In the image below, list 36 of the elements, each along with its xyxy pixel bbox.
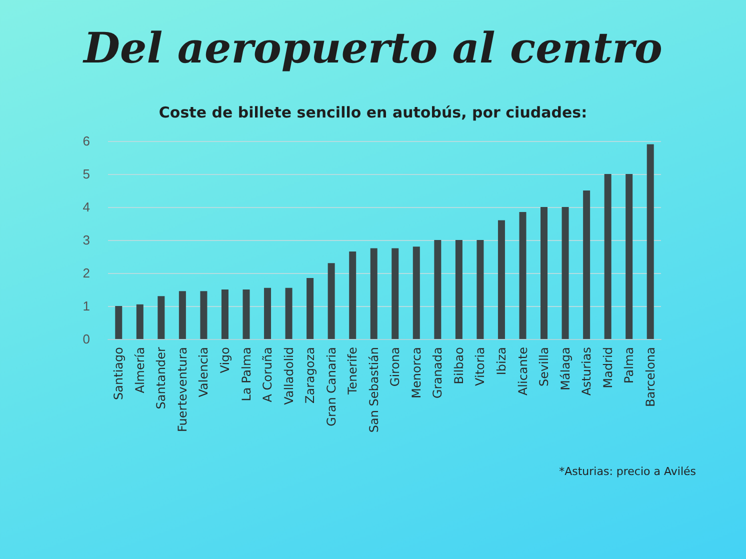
- chart-title: Del aeropuerto al centro: [82, 24, 662, 72]
- chart-subtitle: Coste de billete sencillo en autobús, por ciudades:: [158, 104, 588, 122]
- x-tick-label: Valladolid: [282, 347, 296, 405]
- x-tick-label: Santander: [154, 346, 168, 410]
- x-tick-label: Zaragoza: [303, 347, 318, 404]
- x-tick-label: Barcelona: [643, 347, 658, 407]
- x-tick-label: Menorca: [409, 347, 424, 398]
- x-tick-label: Málaga: [558, 347, 572, 390]
- x-tick-label: Santiago: [112, 347, 126, 400]
- x-tick-label: Vitoria: [473, 347, 488, 386]
- x-tick-label: Gran Canaria: [324, 347, 338, 426]
- x-tick-label: Tenerife: [346, 347, 360, 396]
- x-tick-label: Granada: [430, 347, 445, 399]
- x-tick-label: Fuerteventura: [175, 347, 190, 432]
- x-tick-label: Palma: [622, 347, 636, 384]
- y-tick-label: 4: [82, 200, 90, 214]
- text: *Asturias: precio a Avilés: [559, 465, 696, 478]
- x-tick-label: San Sebastián: [366, 347, 381, 433]
- y-tick-label: 5: [82, 166, 90, 182]
- x-tick-label: Ibiza: [494, 347, 508, 376]
- y-tick-label: 2: [82, 266, 90, 280]
- x-tick-label: Almería: [132, 347, 147, 394]
- x-tick-label: Girona: [388, 347, 402, 387]
- x-tick-label: Valencia: [196, 347, 211, 398]
- x-tick-label: Madrid: [600, 347, 615, 388]
- x-tick-label: Bilbao: [452, 347, 466, 384]
- x-tick-label: Alicante: [516, 347, 530, 396]
- y-tick-label: 6: [82, 134, 90, 148]
- x-tick-label: A Coruña: [260, 347, 275, 402]
- x-tick-label: Asturias: [580, 347, 594, 396]
- x-tick-label: La Palma: [239, 347, 254, 402]
- x-tick-label: Sevilla: [537, 347, 552, 386]
- y-tick-label: 1: [82, 298, 90, 314]
- y-tick-label: 3: [82, 232, 90, 248]
- x-tick-label: Vigo: [218, 347, 232, 374]
- y-tick-label: 0: [82, 332, 90, 346]
